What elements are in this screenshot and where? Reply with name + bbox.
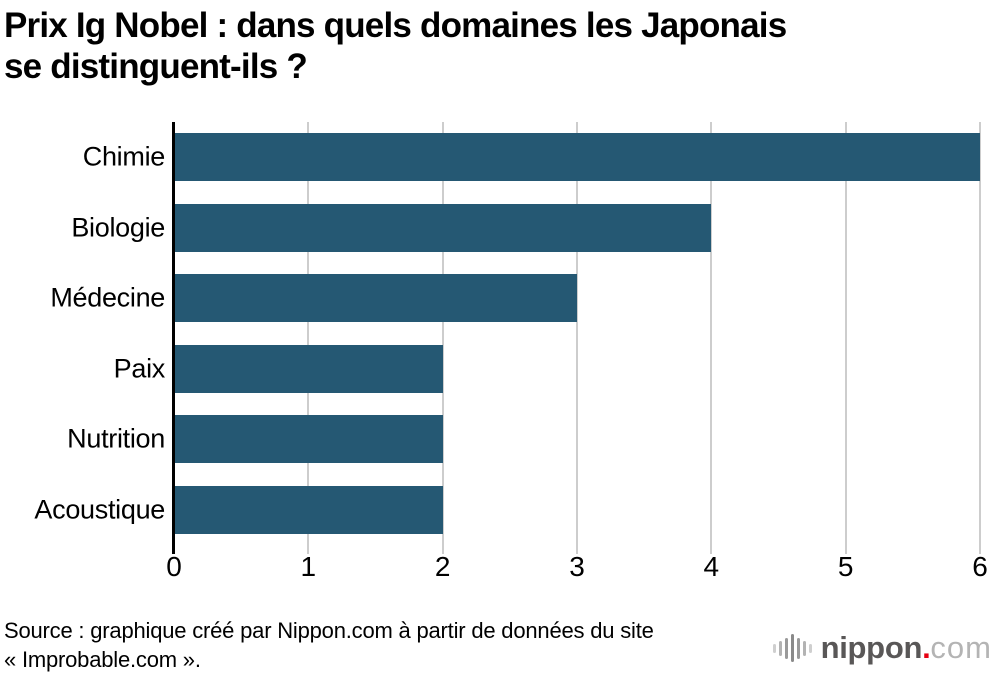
soundwave-bar bbox=[790, 634, 794, 662]
chart-title: Prix Ig Nobel : dans quels domaines les … bbox=[4, 6, 996, 88]
soundwave-bar bbox=[784, 637, 788, 659]
x-tick-label: 2 bbox=[434, 551, 451, 582]
chart-title-line2: se distinguent-ils ? bbox=[4, 46, 308, 86]
x-tick-label: 3 bbox=[569, 551, 585, 582]
bar-acoustique bbox=[175, 485, 443, 534]
category-label: Nutrition bbox=[67, 423, 165, 454]
gridline bbox=[979, 122, 981, 554]
category-label: Biologie bbox=[71, 212, 165, 243]
logo-name-text: nippon bbox=[820, 630, 923, 665]
bar-biologie bbox=[175, 203, 712, 252]
bar-medecine bbox=[175, 274, 577, 323]
gridline bbox=[844, 122, 847, 554]
bar-nutrition bbox=[175, 415, 443, 464]
x-tick-label: 4 bbox=[703, 551, 720, 582]
soundwave-bar bbox=[772, 643, 776, 653]
category-label: Paix bbox=[113, 353, 166, 384]
category-label: Médecine bbox=[50, 282, 165, 313]
logo-tld-text: com bbox=[930, 630, 992, 665]
soundwave-bar bbox=[808, 643, 812, 653]
source-caption-line2: « Improbable.com ». bbox=[4, 647, 201, 673]
category-label: Acoustique bbox=[34, 494, 165, 525]
x-tick-label: 6 bbox=[972, 551, 988, 582]
bar-chart-plot-area bbox=[172, 122, 981, 554]
chart-title-line1: Prix Ig Nobel : dans quels domaines les … bbox=[4, 6, 787, 45]
x-tick-label: 0 bbox=[166, 551, 182, 582]
nippon-com-logo: nippon.com bbox=[772, 630, 992, 666]
gridline bbox=[576, 122, 578, 554]
x-tick-label: 5 bbox=[837, 551, 854, 582]
bar-chimie bbox=[175, 133, 980, 182]
source-caption-line1: Source : graphique créé par Nippon.com à… bbox=[4, 618, 654, 643]
gridline bbox=[307, 122, 310, 554]
soundwave-bar bbox=[796, 637, 800, 659]
logo-dot-text: . bbox=[922, 630, 931, 665]
category-label: Chimie bbox=[82, 141, 166, 172]
y-axis-line bbox=[172, 122, 175, 554]
bar-paix bbox=[175, 344, 443, 393]
soundwave-bar bbox=[778, 640, 782, 656]
x-tick-label: 1 bbox=[300, 551, 317, 582]
nippon-com-logo-text: nippon.com bbox=[821, 630, 992, 666]
soundwave-bar bbox=[802, 640, 806, 656]
gridline bbox=[441, 122, 444, 554]
gridline bbox=[710, 122, 713, 554]
soundwave-bars-icon bbox=[772, 632, 812, 664]
source-caption: Source : graphique créé par Nippon.com à… bbox=[4, 616, 764, 674]
